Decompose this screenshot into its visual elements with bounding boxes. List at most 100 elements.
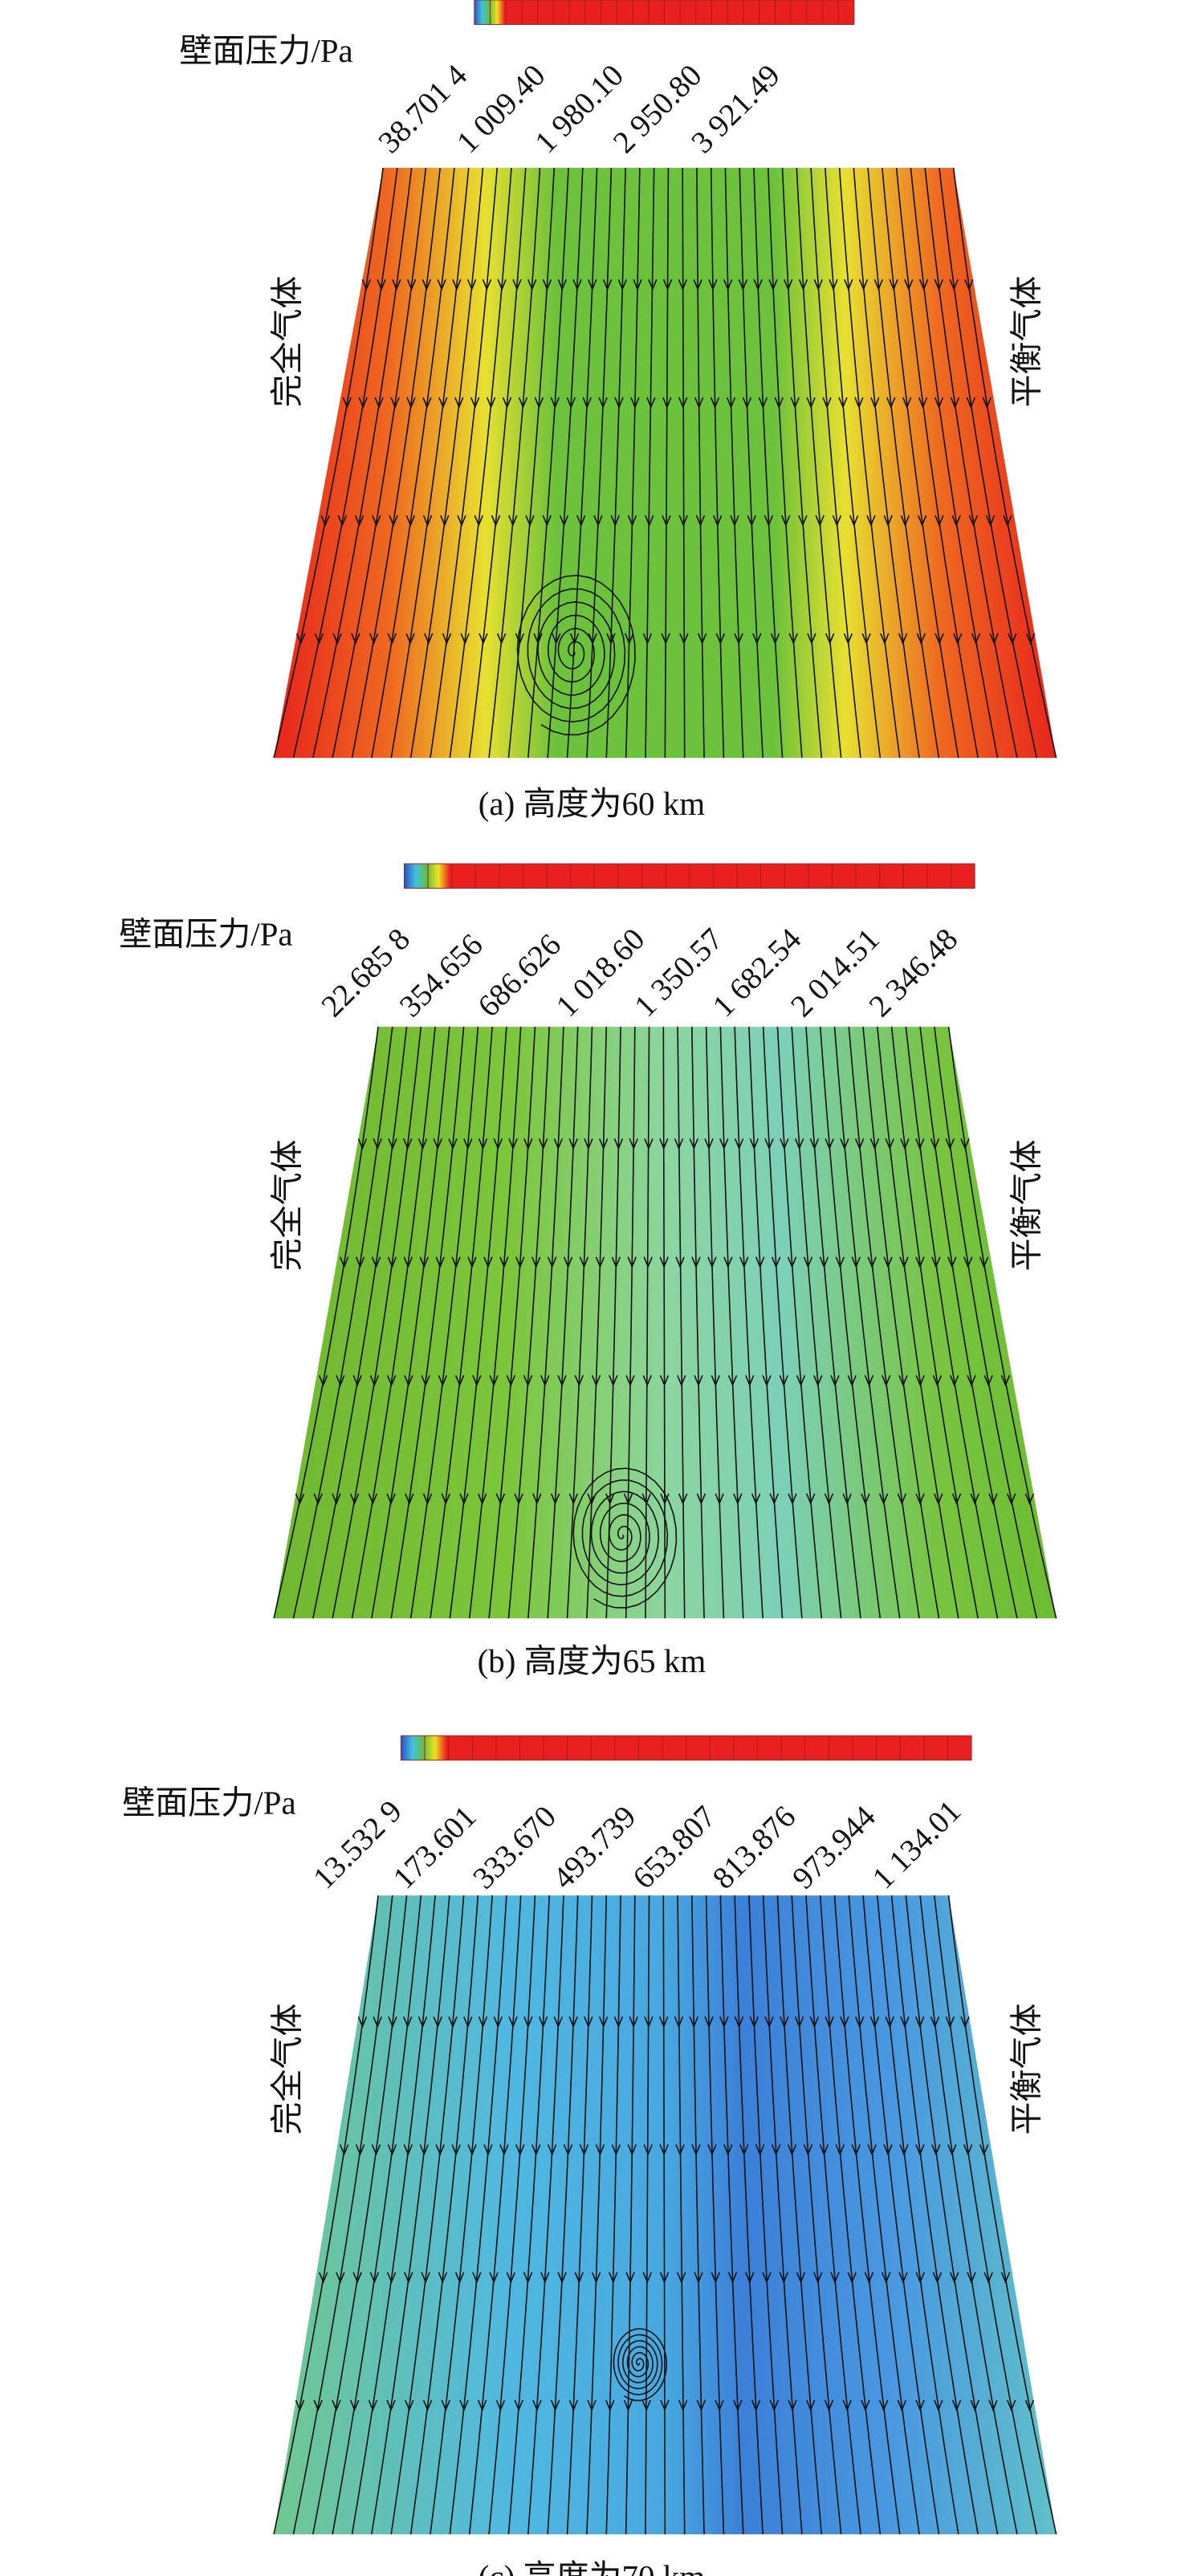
arrow — [830, 2272, 840, 2284]
arrow — [915, 2144, 925, 2156]
arrow — [424, 633, 434, 645]
arrow — [1000, 2272, 1011, 2284]
streamline — [430, 1895, 493, 2535]
streamline — [468, 168, 527, 759]
streamline — [710, 168, 725, 759]
streamline — [947, 1895, 1057, 2535]
streamline — [682, 168, 686, 759]
arrow — [930, 1138, 940, 1150]
arrow — [421, 279, 432, 291]
arrow — [842, 2399, 852, 2411]
streamline — [734, 1895, 764, 2535]
streamline — [430, 168, 499, 759]
arrow — [983, 2272, 993, 2284]
arrow — [930, 2016, 940, 2029]
arrow — [451, 1256, 461, 1268]
arrow — [623, 2399, 633, 2411]
arrow — [437, 279, 446, 291]
arrow — [780, 2016, 789, 2029]
arrow — [478, 2016, 488, 2029]
arrow — [788, 633, 798, 645]
arrow — [339, 1256, 349, 1268]
arrow — [873, 279, 884, 291]
tick-label: 813.876 — [706, 1799, 802, 1895]
arrow — [864, 2272, 874, 2284]
arrow — [606, 633, 616, 645]
arrow — [951, 515, 961, 527]
streamline — [409, 1026, 479, 1619]
streamline — [762, 1027, 803, 1619]
streamline — [905, 1895, 999, 2535]
arrow — [934, 397, 944, 409]
arrow — [613, 2016, 624, 2029]
colorbar-label: 壁面压力/Pa — [179, 32, 352, 69]
arrow — [467, 2144, 477, 2156]
streamline — [664, 168, 670, 759]
arrow — [749, 2016, 759, 2029]
streamline — [312, 1026, 408, 1619]
streamline — [677, 1895, 686, 2535]
arrow — [614, 397, 624, 409]
streamline — [645, 1027, 650, 1619]
arrow — [758, 397, 768, 409]
arrow — [764, 515, 774, 527]
streamline — [566, 1027, 593, 1619]
streamline — [762, 1895, 803, 2535]
arrow — [989, 633, 999, 645]
streamline — [939, 168, 1038, 759]
arrow — [493, 1138, 503, 1150]
arrow — [712, 515, 723, 527]
vortex — [613, 2328, 668, 2402]
arrow — [354, 515, 364, 527]
streamline — [934, 1895, 1038, 2535]
arrow — [764, 1138, 774, 1150]
arrow — [796, 1374, 806, 1387]
arrow — [538, 2016, 548, 2029]
arrow — [915, 2399, 925, 2411]
arrow — [900, 2016, 910, 2029]
arrow — [864, 1374, 874, 1387]
arrow — [514, 2399, 523, 2411]
arrow — [847, 2272, 857, 2284]
pressure-field — [274, 168, 1057, 759]
streamline — [586, 168, 613, 759]
arrow — [730, 515, 739, 527]
arrow — [883, 1256, 893, 1268]
streamline — [691, 1895, 705, 2535]
arrow — [337, 515, 348, 527]
arrow — [660, 2399, 670, 2411]
arrow — [694, 1374, 703, 1387]
arrow — [332, 633, 342, 645]
arrow — [371, 2144, 381, 2156]
arrow — [406, 279, 417, 291]
arrow — [332, 1493, 341, 1505]
arrow — [809, 2016, 820, 2029]
arrow — [550, 2399, 560, 2411]
streamline — [351, 1026, 436, 1619]
arrow — [438, 1374, 448, 1387]
arrow — [931, 1256, 941, 1268]
arrow — [1024, 2399, 1035, 2411]
arrow — [916, 633, 926, 645]
arrow — [932, 2272, 943, 2284]
streamline — [332, 1895, 422, 2535]
arrow — [787, 2144, 797, 2156]
arrow — [452, 279, 462, 291]
arrow — [694, 397, 704, 409]
arrow — [931, 2144, 941, 2156]
arrow — [402, 2016, 413, 2029]
arrow — [611, 2144, 621, 2156]
arrow — [861, 2399, 870, 2411]
arrow — [678, 397, 688, 409]
tick-label: 3 921.49 — [685, 58, 787, 160]
streamline — [662, 1027, 666, 1619]
arrow — [677, 1374, 686, 1387]
arrow — [689, 2016, 698, 2029]
arrow — [629, 1138, 638, 1150]
arrow — [949, 2272, 959, 2284]
arrow — [952, 633, 963, 645]
streamline — [273, 168, 384, 759]
arrow — [609, 2272, 618, 2284]
arrow — [719, 2016, 729, 2029]
arrow — [582, 397, 592, 409]
